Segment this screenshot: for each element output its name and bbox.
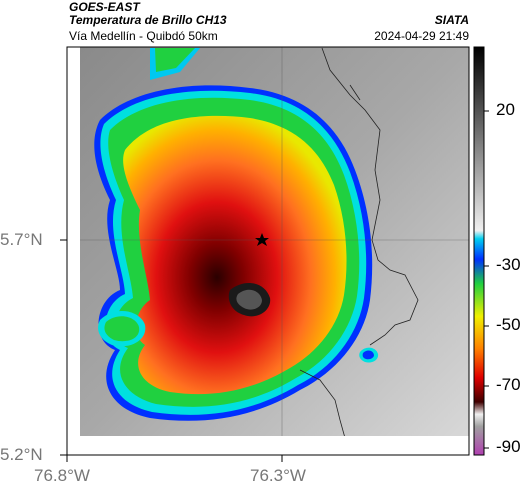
colorbar-label-minus30: -30 <box>496 255 521 274</box>
satellite-name: GOES-EAST <box>69 0 140 14</box>
colorbar-label-minus50: -50 <box>496 315 521 334</box>
location-label: Vía Medellín - Quibdó 50km <box>69 29 218 43</box>
lat-label-5.7: 5.7°N <box>0 230 43 249</box>
lon-label-76.3: 76.3°W <box>250 466 306 485</box>
colorbar-label-minus70: -70 <box>496 375 521 394</box>
brand-label: SIATA <box>434 13 469 27</box>
product-title: Temperatura de Brillo CH13 <box>69 13 227 27</box>
axis-ticks <box>60 239 283 462</box>
lat-label-5.2: 5.2°N <box>0 445 43 464</box>
lon-label-76.8: 76.8°W <box>34 466 90 485</box>
colorbar <box>473 46 489 456</box>
timestamp: 2024-04-29 21:49 <box>374 29 469 43</box>
map-frame <box>66 46 470 456</box>
map-canvas <box>80 47 469 438</box>
colorbar-label-20: 20 <box>496 100 515 119</box>
star-icon <box>255 233 269 246</box>
colorbar-label-minus90: -90 <box>496 437 521 456</box>
